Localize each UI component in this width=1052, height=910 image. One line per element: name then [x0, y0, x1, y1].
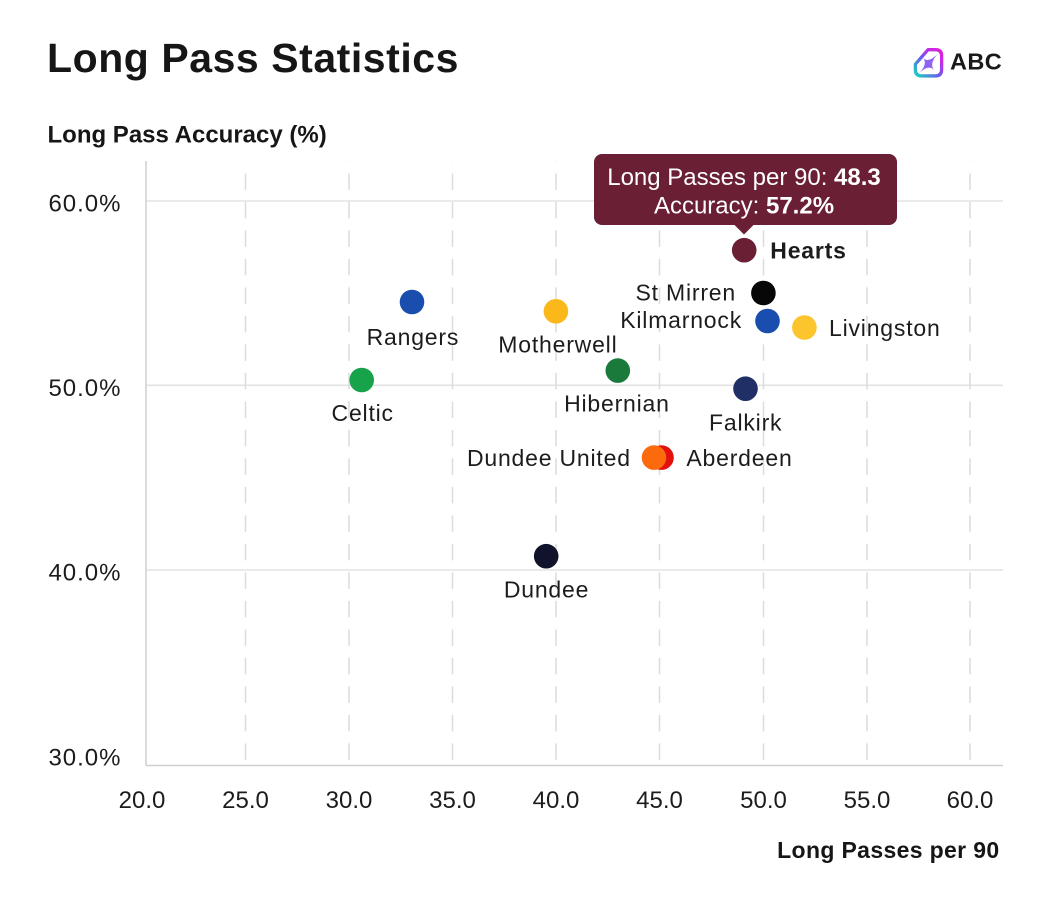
svg-text:ABC: ABC [950, 49, 1002, 75]
svg-text:Rangers: Rangers [367, 324, 460, 350]
svg-text:60.0%: 60.0% [48, 191, 121, 218]
svg-text:Kilmarnock: Kilmarnock [620, 307, 742, 333]
svg-text:60.0: 60.0 [947, 787, 994, 814]
svg-text:50.0%: 50.0% [48, 375, 121, 402]
svg-text:Dundee: Dundee [504, 576, 589, 602]
svg-text:Celtic: Celtic [332, 400, 394, 426]
svg-text:30.0: 30.0 [326, 787, 373, 814]
svg-text:Aberdeen: Aberdeen [686, 445, 792, 471]
svg-text:St Mirren: St Mirren [636, 280, 737, 306]
svg-text:50.0: 50.0 [740, 787, 787, 814]
svg-text:55.0: 55.0 [844, 787, 891, 814]
svg-text:40.0: 40.0 [533, 787, 580, 814]
svg-text:20.0: 20.0 [119, 787, 166, 814]
svg-text:30.0%: 30.0% [48, 745, 121, 772]
svg-text:40.0%: 40.0% [48, 560, 121, 587]
svg-text:Hearts: Hearts [770, 238, 846, 264]
svg-text:25.0: 25.0 [222, 787, 269, 814]
svg-text:Long Passes per 90: 48.3: Long Passes per 90: 48.3 [607, 164, 881, 191]
svg-text:Livingston: Livingston [829, 315, 941, 341]
svg-text:Long Passes per 90: Long Passes per 90 [777, 837, 999, 863]
svg-text:Hibernian: Hibernian [564, 391, 670, 417]
svg-text:35.0: 35.0 [429, 787, 476, 814]
svg-text:Falkirk: Falkirk [709, 409, 782, 435]
svg-text:Long Pass Accuracy (%): Long Pass Accuracy (%) [48, 122, 327, 149]
svg-text:Accuracy: 57.2%: Accuracy: 57.2% [654, 192, 834, 219]
svg-text:Dundee United: Dundee United [467, 445, 631, 471]
svg-text:45.0: 45.0 [636, 787, 683, 814]
svg-text:Motherwell: Motherwell [498, 332, 617, 358]
svg-text:Long Pass Statistics: Long Pass Statistics [47, 35, 459, 81]
